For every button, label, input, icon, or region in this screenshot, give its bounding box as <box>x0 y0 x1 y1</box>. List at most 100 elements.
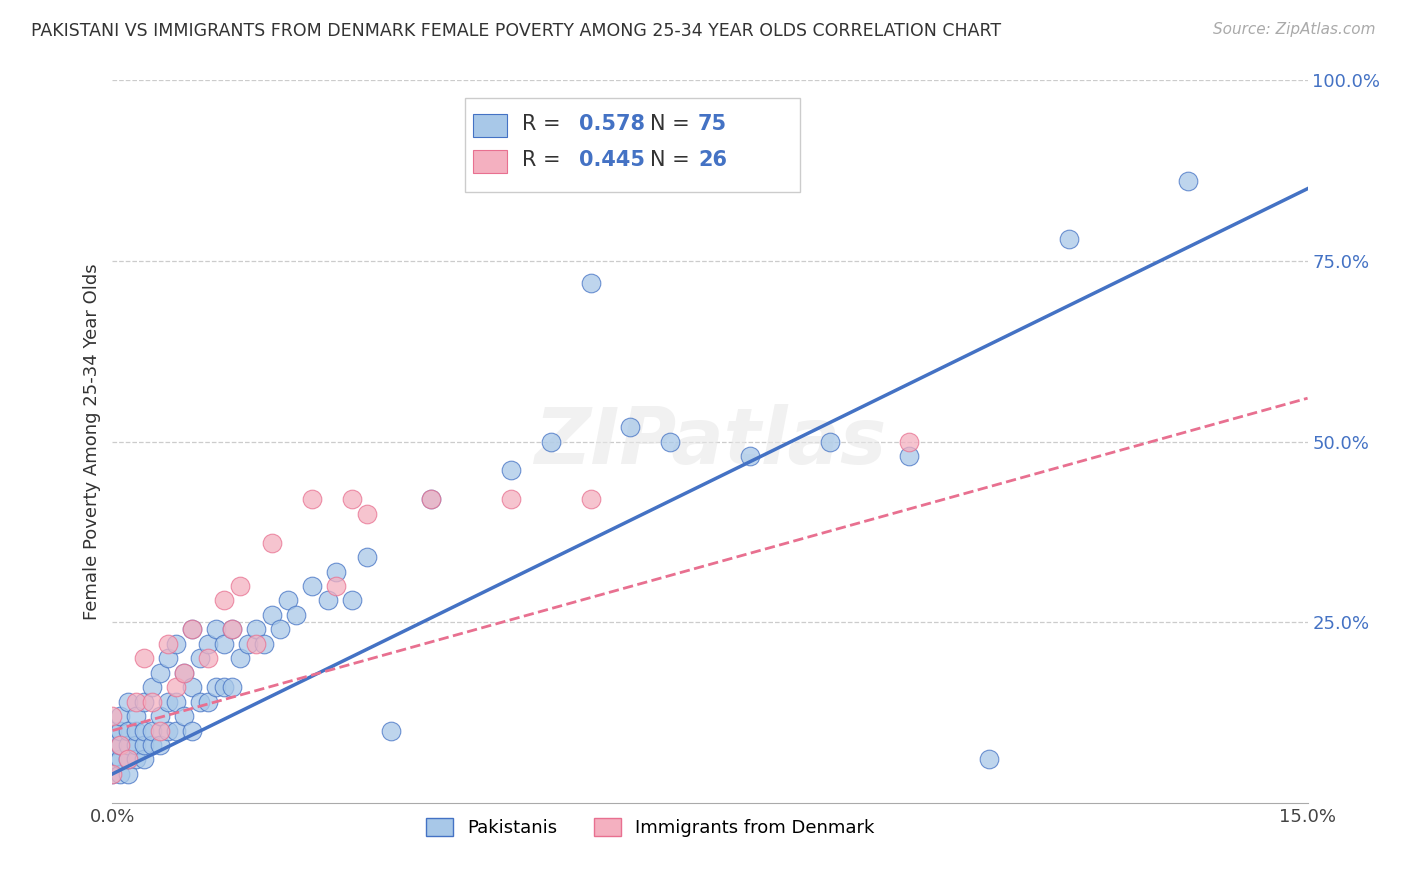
Point <box>117 752 139 766</box>
Point <box>134 723 156 738</box>
Point <box>260 535 283 549</box>
Text: PAKISTANI VS IMMIGRANTS FROM DENMARK FEMALE POVERTY AMONG 25-34 YEAR OLDS CORREL: PAKISTANI VS IMMIGRANTS FROM DENMARK FEM… <box>31 22 1001 40</box>
Point <box>157 637 180 651</box>
Point <box>173 709 195 723</box>
Point <box>181 723 204 738</box>
Point <box>101 752 124 766</box>
Point <box>165 695 187 709</box>
Point <box>212 680 235 694</box>
Point <box>499 492 522 507</box>
Point <box>380 723 402 738</box>
Point <box>141 723 163 738</box>
Point <box>221 623 243 637</box>
Point <box>101 767 124 781</box>
Point <box>134 651 156 665</box>
Point <box>149 738 172 752</box>
Point <box>356 550 378 565</box>
Text: Source: ZipAtlas.com: Source: ZipAtlas.com <box>1212 22 1375 37</box>
Point <box>1177 174 1199 188</box>
Point <box>205 680 228 694</box>
Point <box>212 593 235 607</box>
Point <box>101 738 124 752</box>
Point <box>149 709 172 723</box>
Point <box>197 637 219 651</box>
Point <box>229 651 252 665</box>
Point <box>229 579 252 593</box>
Point <box>110 709 132 723</box>
FancyBboxPatch shape <box>474 150 508 173</box>
Point <box>134 752 156 766</box>
Point <box>245 637 267 651</box>
Point <box>420 492 443 507</box>
Text: 0.578: 0.578 <box>579 113 644 134</box>
Point <box>149 723 172 738</box>
Point <box>277 593 299 607</box>
Point <box>110 738 132 752</box>
Point <box>898 449 921 463</box>
Point <box>659 434 682 449</box>
Point <box>197 651 219 665</box>
Point <box>101 767 124 781</box>
Point <box>173 665 195 680</box>
Point <box>165 723 187 738</box>
Point <box>117 723 139 738</box>
Text: 75: 75 <box>699 113 727 134</box>
Point <box>420 492 443 507</box>
Point <box>325 565 347 579</box>
Point <box>141 680 163 694</box>
Point <box>818 434 841 449</box>
Point <box>110 752 132 766</box>
Point <box>157 695 180 709</box>
Point <box>181 623 204 637</box>
Text: N =: N = <box>650 113 696 134</box>
Point <box>325 579 347 593</box>
Point <box>125 752 148 766</box>
Point <box>157 651 180 665</box>
Point <box>260 607 283 622</box>
Point <box>212 637 235 651</box>
Point <box>579 276 602 290</box>
Point <box>117 695 139 709</box>
Point <box>356 507 378 521</box>
Text: 0.445: 0.445 <box>579 150 644 169</box>
Point <box>301 579 323 593</box>
Text: 26: 26 <box>699 150 727 169</box>
Point <box>134 738 156 752</box>
Point <box>316 593 339 607</box>
Y-axis label: Female Poverty Among 25-34 Year Olds: Female Poverty Among 25-34 Year Olds <box>83 263 101 620</box>
Text: R =: R = <box>523 150 568 169</box>
Point <box>141 695 163 709</box>
Point <box>738 449 761 463</box>
Point <box>173 665 195 680</box>
Point <box>499 463 522 477</box>
Point <box>340 593 363 607</box>
Point <box>117 738 139 752</box>
Point <box>236 637 259 651</box>
Point <box>181 680 204 694</box>
Point <box>125 723 148 738</box>
Point <box>340 492 363 507</box>
Point <box>253 637 276 651</box>
Point <box>619 420 641 434</box>
Point <box>284 607 307 622</box>
Point <box>977 752 1000 766</box>
FancyBboxPatch shape <box>465 98 800 193</box>
Point <box>117 752 139 766</box>
Point <box>110 767 132 781</box>
Point <box>188 695 211 709</box>
Point <box>117 767 139 781</box>
Point <box>134 695 156 709</box>
Text: R =: R = <box>523 113 568 134</box>
Point <box>1057 232 1080 246</box>
Point <box>269 623 291 637</box>
Point <box>579 492 602 507</box>
Point <box>110 738 132 752</box>
Text: ZIPatlas: ZIPatlas <box>534 403 886 480</box>
Point <box>125 695 148 709</box>
Point <box>101 723 124 738</box>
Point <box>110 723 132 738</box>
Point <box>181 623 204 637</box>
Point <box>197 695 219 709</box>
Point <box>898 434 921 449</box>
Point <box>221 623 243 637</box>
